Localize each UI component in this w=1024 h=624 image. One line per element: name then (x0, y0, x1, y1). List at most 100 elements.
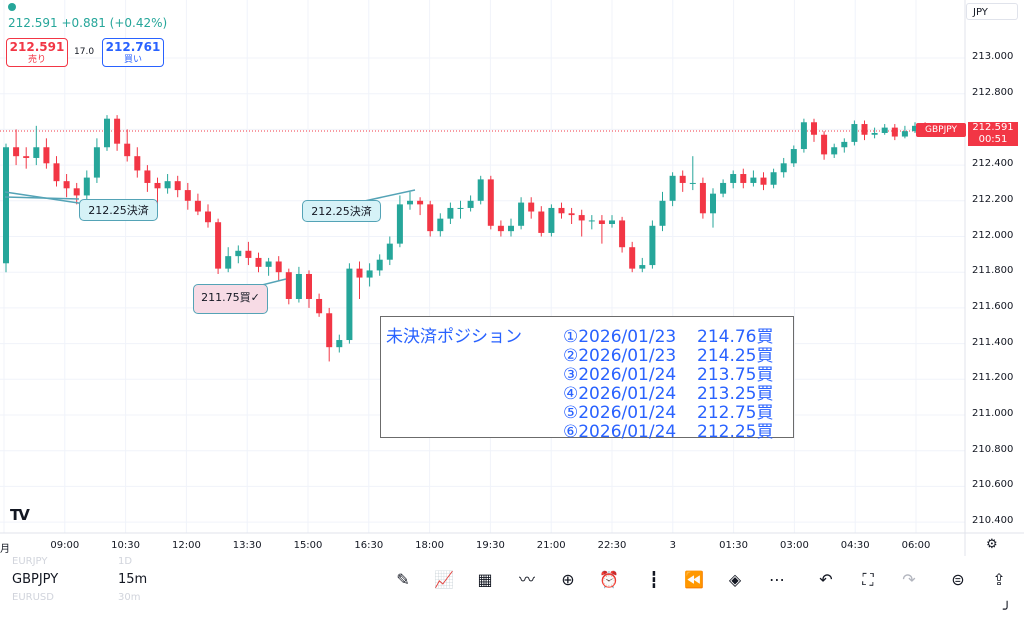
watchlist-next-symbol[interactable]: EURUSD (12, 592, 54, 603)
candle-body (477, 179, 484, 201)
candle-body (730, 174, 737, 183)
export-icon[interactable]: ⇪ (992, 570, 1006, 589)
candle-body (467, 200, 474, 208)
candle-body (548, 207, 555, 233)
redo-icon[interactable]: ↷ (902, 570, 916, 589)
candle-body (285, 272, 292, 299)
position-row: ③2026/01/24 213.75買 (563, 360, 773, 385)
x-tick-label: 月 (0, 544, 10, 555)
candle-body (356, 268, 363, 278)
watchlist-prev-symbol[interactable]: EURJPY (12, 556, 48, 567)
compare-icon[interactable]: 〰 (518, 570, 535, 589)
buy-button[interactable]: 212.761 買い (102, 38, 164, 67)
timeframe-selector[interactable]: 15m (118, 572, 148, 587)
undo-icon[interactable]: ↶ (819, 570, 833, 589)
candle-body (255, 257, 262, 267)
y-tick-label: 210.600 (972, 479, 1014, 491)
candle-body (598, 220, 605, 225)
resize-handle-icon[interactable]: ╯ (1003, 602, 1012, 618)
candle-body (578, 215, 585, 221)
y-tick-label: 211.200 (972, 372, 1014, 384)
candle-body (316, 298, 323, 314)
position-date: ⑤2026/01/24 (563, 403, 677, 423)
add-icon[interactable]: ⊕ (561, 570, 575, 589)
sell-button[interactable]: 212.591 売り (6, 38, 68, 67)
alert-icon[interactable]: ⏰ (599, 570, 619, 589)
replay-icon[interactable]: ⏪ (684, 570, 704, 589)
candle-body (841, 141, 848, 148)
candle-body (528, 202, 535, 212)
sell-label: 売り (27, 55, 46, 65)
candle-body (588, 220, 595, 222)
candle-body (518, 202, 525, 226)
candle-body (609, 220, 615, 225)
y-tick-label: 213.000 (972, 51, 1014, 62)
candle-body (134, 156, 141, 171)
candle-body (508, 225, 514, 232)
draw-icon[interactable]: ✎ (396, 570, 410, 589)
candle-body (174, 181, 181, 191)
x-tick-label: 19:30 (475, 540, 505, 551)
callout-buy[interactable]: 211.75買✓ (193, 284, 268, 314)
layers-icon[interactable]: ◈ (728, 570, 742, 589)
candle-body (568, 213, 575, 216)
candle-body (629, 247, 636, 269)
candle-body (427, 204, 434, 232)
candle-body (73, 188, 80, 196)
open-positions-box[interactable]: 未決済ポジション ①2026/01/23 214.76買 ②2026/01/23 2… (380, 316, 794, 442)
candle-body (679, 175, 686, 183)
settings-gear-icon[interactable]: ⚙ (986, 537, 998, 552)
x-tick-label: 01:30 (719, 540, 748, 551)
indicators-icon[interactable]: 📈 (434, 570, 454, 589)
y-tick-label: 212.400 (972, 158, 1014, 170)
candle-body (669, 175, 676, 201)
watchlist-prev-timeframe: 1D (118, 556, 133, 567)
position-price: 213.25買 (697, 384, 774, 404)
templates-icon[interactable]: ▦ (477, 570, 493, 589)
candle-body (639, 265, 646, 269)
bar-countdown: 00:51 (978, 134, 1008, 145)
last-price-tag: GBPJPY 212.591 00:51 (916, 122, 1018, 146)
callout-pointer (4, 196, 80, 200)
open-positions-title: 未決済ポジション (386, 327, 522, 347)
tradingview-logo-icon[interactable]: TV (10, 506, 30, 524)
candle-body (447, 207, 454, 219)
callout-settle-2[interactable]: 212.25決済 (302, 200, 381, 222)
candle-body (891, 127, 898, 137)
candle-body (124, 143, 131, 157)
candle-body (720, 182, 727, 194)
candle-body (275, 261, 282, 273)
symbol-selector[interactable]: GBPJPY (12, 572, 59, 587)
currency-button[interactable]: JPY (966, 3, 1018, 20)
fullscreen-icon[interactable]: ⛶ (862, 570, 874, 589)
x-tick-label: 06:00 (901, 540, 931, 551)
y-tick-label: 211.800 (972, 265, 1014, 277)
candle-body (33, 147, 40, 158)
candle-body (386, 243, 393, 260)
x-tick-label: 22:30 (597, 540, 627, 551)
candle-body (659, 200, 666, 226)
position-date: ⑥2026/01/24 (563, 422, 677, 442)
buy-label: 買い (123, 55, 142, 65)
candle-body (760, 177, 767, 185)
candle-body (295, 273, 302, 299)
candle-body (114, 118, 121, 144)
position-row: ④2026/01/24 213.25買 (563, 379, 773, 404)
candle-type-icon[interactable]: ┇ (649, 570, 659, 589)
more-icon[interactable]: ⋯ (769, 570, 785, 589)
candle-body (417, 200, 424, 205)
position-row: ①2026/01/23 214.76買 (563, 322, 773, 347)
candle-body (376, 259, 383, 271)
candle-body (861, 124, 868, 135)
market-status-icon (8, 3, 16, 11)
candle-body (396, 204, 403, 244)
candle-body (811, 122, 817, 135)
quote-line: 212.591 +0.881 (+0.42%) (8, 16, 168, 30)
share-icon[interactable]: ⊜ (951, 570, 965, 589)
x-tick-label: 10:30 (111, 540, 140, 551)
candle-body (53, 163, 60, 182)
candle-body (93, 147, 100, 178)
candle-body (194, 200, 201, 212)
callout-settle-1[interactable]: 212.25決済 (79, 199, 158, 221)
